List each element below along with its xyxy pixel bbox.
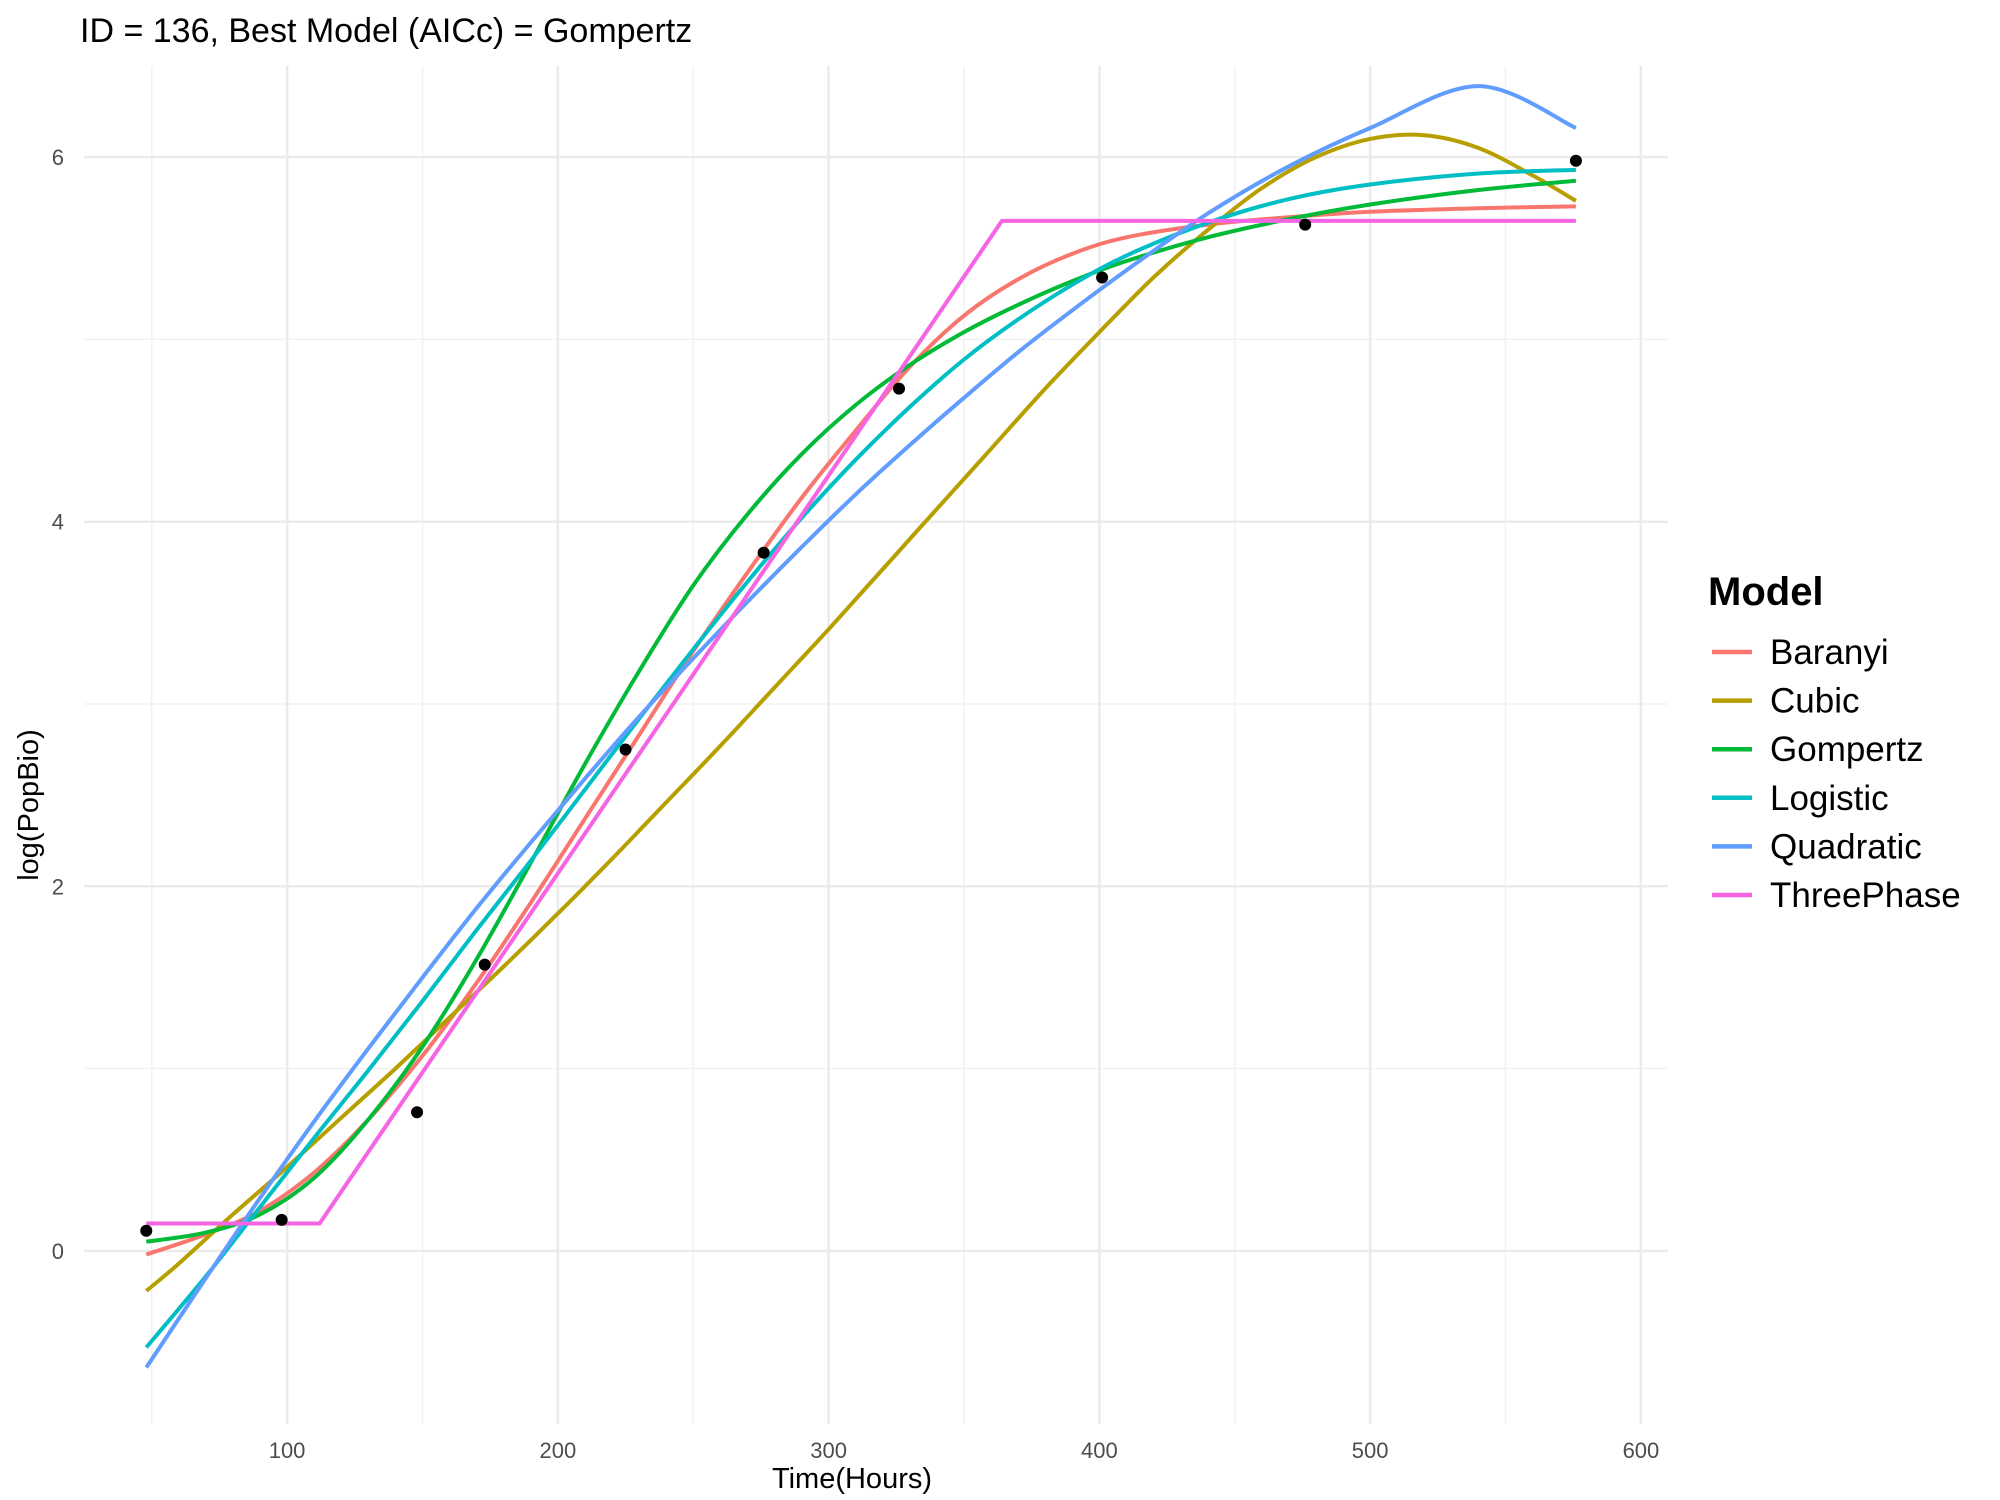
data-point [275,1213,288,1226]
legend-label-cubic: Cubic [1770,682,1859,721]
y-tick-label: 6 [52,145,64,170]
y-axis-ticks: 0 2 4 6 [52,145,64,1264]
legend-title: Model [1708,570,1824,614]
legend: Model Baranyi Cubic Gompertz Logistic Quadra… [1708,570,1961,915]
legend-label-logistic: Logistic [1770,779,1889,818]
x-tick-label: 400 [1081,1438,1118,1463]
series-line-logistic [144,167,1576,1349]
legend-items: Baranyi Cubic Gompertz Logistic Quadratic Thr… [1712,633,1961,915]
legend-label-baranyi: Baranyi [1770,633,1889,672]
grid [84,66,1668,1424]
series-line-cubic [145,132,1577,1293]
data-point [893,382,906,395]
series-line-quadratic [144,84,1577,1369]
x-tick-label: 300 [810,1438,847,1463]
x-tick-label: 100 [269,1438,306,1463]
series-layer [144,84,1577,1369]
y-tick-label: 0 [52,1239,64,1264]
y-axis-title: log(PopBio) [13,729,45,881]
data-point [1569,154,1582,167]
data-point [1096,271,1109,284]
y-tick-label: 4 [52,510,64,535]
data-point [619,743,632,756]
x-axis-ticks: 100 200 300 400 500 600 [269,1438,1660,1463]
y-tick-label: 2 [52,874,64,899]
series-line-baranyi [145,204,1576,1257]
x-tick-label: 500 [1352,1438,1389,1463]
points-layer [140,154,1582,1237]
series-line-gompertz [146,178,1577,1244]
x-tick-label: 200 [539,1438,576,1463]
data-point [411,1106,424,1119]
series-line-threephase [146,218,1576,1226]
x-axis-title: Time(Hours) [772,1463,932,1495]
data-point [1299,218,1312,231]
legend-label-threephase: ThreePhase [1770,876,1961,915]
legend-label-gompertz: Gompertz [1770,730,1924,769]
data-point [140,1224,153,1237]
chart-title: ID = 136, Best Model (AICc) = Gompertz [80,12,692,50]
x-tick-label: 600 [1623,1438,1660,1463]
data-point [757,546,770,559]
legend-label-quadratic: Quadratic [1770,827,1922,866]
data-point [478,958,491,971]
